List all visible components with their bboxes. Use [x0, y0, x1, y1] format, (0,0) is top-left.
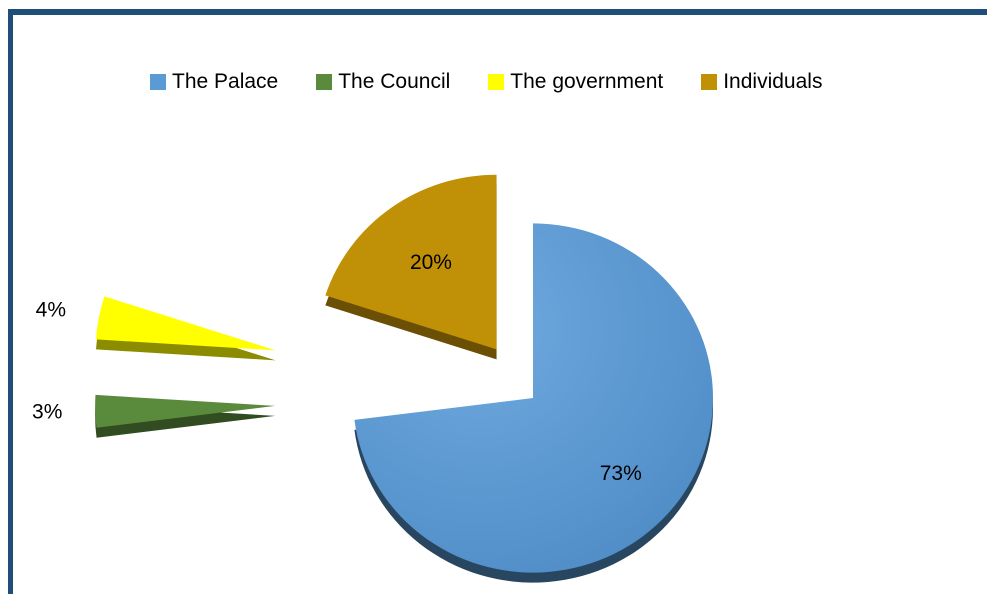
pie-slice-top-individuals	[325, 174, 497, 350]
legend-swatch-government	[488, 74, 505, 90]
legend-swatch-palace	[150, 74, 166, 90]
pie-slice-council	[95, 394, 276, 438]
chart-legend: The Palace The Council The government In…	[150, 68, 822, 96]
data-label-individuals: 20%	[410, 251, 452, 274]
pie-slices	[95, 174, 713, 583]
pie-slice-palace	[354, 223, 713, 583]
legend-item-government: The government	[488, 70, 663, 94]
pie-slice-individuals	[325, 174, 497, 360]
pie-slice-top-palace	[354, 223, 713, 573]
data-label-council: 3%	[32, 400, 62, 423]
legend-label-council: The Council	[338, 70, 451, 93]
legend-item-council: The Council	[316, 70, 450, 94]
data-label-government: 4%	[36, 299, 66, 322]
legend-label-individuals: Individuals	[723, 70, 823, 93]
legend-item-individuals: Individuals	[701, 70, 822, 94]
legend-label-government: The government	[510, 70, 664, 93]
pie-slice-top-government	[95, 296, 276, 351]
legend-label-palace: The Palace	[172, 70, 279, 93]
legend-swatch-council	[316, 74, 333, 90]
pie-labels: 73% 3% 4% 20%	[32, 251, 642, 485]
pie-slice-top-council	[95, 394, 276, 428]
data-label-palace: 73%	[600, 462, 642, 485]
frame-border-top	[8, 9, 987, 15]
frame-border-left	[8, 9, 13, 594]
pie-slice-government	[95, 296, 276, 361]
legend-item-palace: The Palace	[150, 70, 278, 94]
legend-swatch-individuals	[701, 74, 718, 90]
